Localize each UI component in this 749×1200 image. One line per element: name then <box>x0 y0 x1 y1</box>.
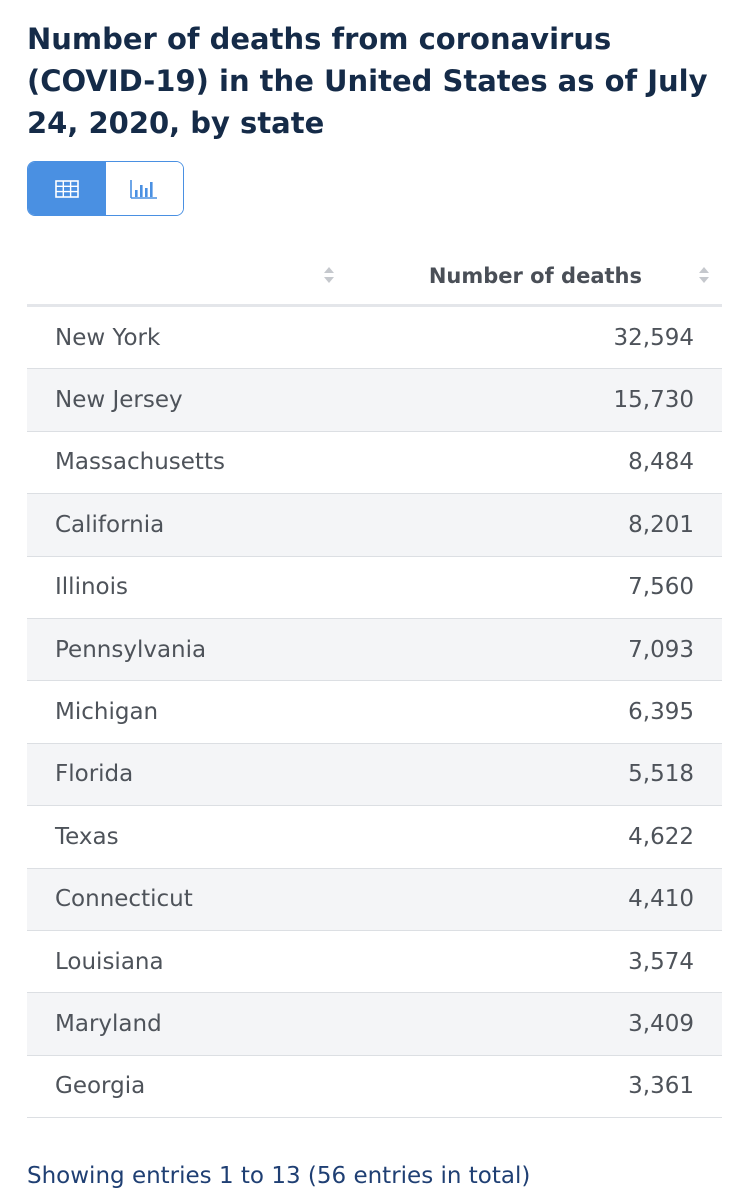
state-name: New York <box>55 324 161 351</box>
table-body: New York 32,594 New Jersey 15,730 Massachuse… <box>27 307 722 1119</box>
state-name: Louisiana <box>55 948 164 975</box>
table-header: Number of deaths <box>27 244 722 307</box>
state-name: Pennsylvania <box>55 636 207 663</box>
state-name: New Jersey <box>55 387 183 414</box>
deaths-value: 7,093 <box>628 636 694 663</box>
table-row: Illinois 7,560 <box>27 557 722 619</box>
table-view-button[interactable] <box>28 162 106 215</box>
state-name: Massachusetts <box>55 449 225 476</box>
column-header-deaths[interactable]: Number of deaths <box>428 264 642 288</box>
sort-arrows-icon[interactable] <box>322 264 336 286</box>
deaths-value: 8,201 <box>628 511 694 538</box>
table-row: New York 32,594 <box>27 307 722 370</box>
table-row: New Jersey 15,730 <box>27 369 722 432</box>
deaths-value: 4,410 <box>628 886 694 913</box>
table-row: Texas 4,622 <box>27 806 722 869</box>
deaths-value: 3,361 <box>628 1073 694 1100</box>
table-row: Michigan 6,395 <box>27 681 722 744</box>
deaths-value: 7,560 <box>628 574 694 601</box>
state-name: California <box>55 511 165 538</box>
page-title: Number of deaths from coronavirus (COVID… <box>27 22 708 140</box>
state-name: Connecticut <box>55 886 193 913</box>
state-name: Florida <box>55 761 134 788</box>
view-toggle <box>27 161 184 216</box>
state-name: Texas <box>55 823 119 850</box>
table-row: Massachusetts 8,484 <box>27 432 722 495</box>
table-row: Pennsylvania 7,093 <box>27 618 722 682</box>
chart-view-button[interactable] <box>105 162 183 215</box>
state-name: Maryland <box>55 1010 162 1037</box>
deaths-value: 6,395 <box>628 699 694 726</box>
state-name: Illinois <box>55 574 128 601</box>
deaths-value: 3,574 <box>628 948 694 975</box>
state-name: Georgia <box>55 1073 146 1100</box>
deaths-value: 32,594 <box>613 324 694 351</box>
deaths-value: 4,622 <box>628 823 694 850</box>
table-row: Connecticut 4,410 <box>27 868 722 931</box>
data-table: Number of deaths New York 32,594 New Jerse… <box>27 244 722 1119</box>
sort-arrows-icon[interactable] <box>697 264 711 286</box>
deaths-value: 5,518 <box>628 761 694 788</box>
state-name: Michigan <box>55 699 159 726</box>
entries-info: Showing entries 1 to 13 (56 entries in t… <box>27 1163 531 1189</box>
deaths-value: 8,484 <box>628 449 694 476</box>
table-row: California 8,201 <box>27 494 722 557</box>
table-icon <box>54 179 79 198</box>
table-row: Maryland 3,409 <box>27 993 722 1056</box>
bar-chart-icon <box>130 179 158 199</box>
table-row: Florida 5,518 <box>27 743 722 807</box>
deaths-value: 3,409 <box>628 1010 694 1037</box>
table-row: Georgia 3,361 <box>27 1056 722 1119</box>
table-row: Louisiana 3,574 <box>27 931 722 994</box>
deaths-value: 15,730 <box>613 387 694 414</box>
